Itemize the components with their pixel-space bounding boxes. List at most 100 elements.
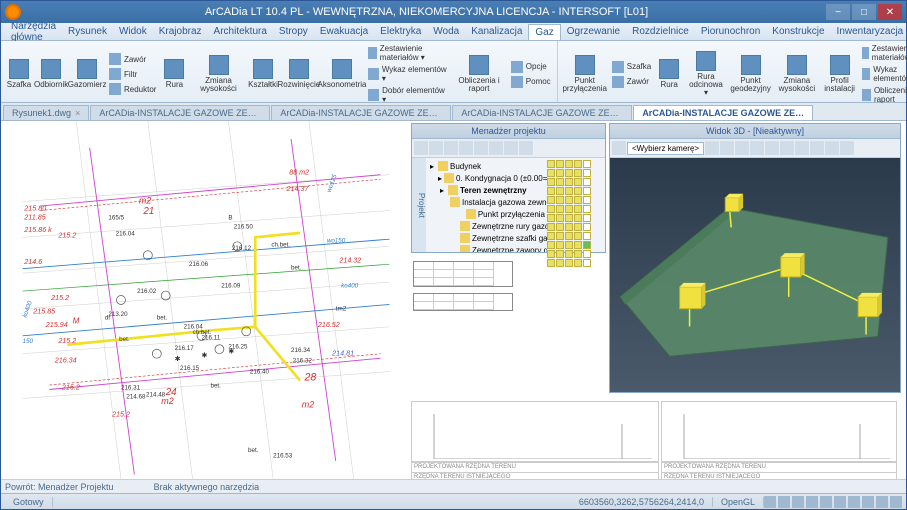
v3d-tool-icon[interactable] xyxy=(810,141,824,155)
ribbon-button[interactable]: Gazomierz xyxy=(69,57,105,91)
menu-item[interactable]: Inwentaryzacja xyxy=(831,24,907,39)
document-tab[interactable]: Rysunek1.dwg× xyxy=(3,105,89,120)
ribbon-button[interactable]: Aksonometria xyxy=(320,57,364,91)
visibility-toggle[interactable] xyxy=(574,241,582,249)
menu-item[interactable]: Rysunek xyxy=(62,24,113,39)
status-icon[interactable] xyxy=(764,496,776,508)
status-icon[interactable] xyxy=(876,496,888,508)
visibility-toggle[interactable] xyxy=(565,232,573,240)
menu-item[interactable]: Ogrzewanie xyxy=(561,24,626,39)
visibility-toggle[interactable] xyxy=(565,169,573,177)
tree-node[interactable]: ▸0. Kondygnacja 0 (±0.00=0.00) xyxy=(428,172,545,184)
status-icon[interactable] xyxy=(792,496,804,508)
visibility-toggle[interactable] xyxy=(565,178,573,186)
ribbon-button[interactable]: Rura xyxy=(655,57,683,91)
pm-tool-icon[interactable] xyxy=(429,141,443,155)
visibility-toggle[interactable] xyxy=(565,205,573,213)
v3d-tool-icon[interactable] xyxy=(720,141,734,155)
visibility-toggle[interactable] xyxy=(583,169,591,177)
status-icon[interactable] xyxy=(820,496,832,508)
ribbon-small-button[interactable]: Wykaz elementów ▾ xyxy=(366,64,450,84)
ribbon-button[interactable]: Rura odcinowa ▾ xyxy=(685,49,727,99)
ribbon-button[interactable]: Obliczenia i raport xyxy=(451,53,506,95)
tree-node[interactable]: ▸Budynek xyxy=(428,160,545,172)
visibility-toggle[interactable] xyxy=(565,160,573,168)
visibility-toggle[interactable] xyxy=(565,241,573,249)
visibility-toggle[interactable] xyxy=(565,223,573,231)
visibility-toggle[interactable] xyxy=(565,259,573,267)
visibility-toggle[interactable] xyxy=(556,232,564,240)
visibility-toggle[interactable] xyxy=(583,259,591,267)
v3d-tool-icon[interactable] xyxy=(765,141,779,155)
menu-item[interactable]: Ewakuacja xyxy=(314,24,374,39)
camera-select[interactable]: <Wybierz kamerę> xyxy=(627,142,704,155)
ribbon-small-button[interactable]: Reduktor xyxy=(107,82,158,96)
status-icon[interactable] xyxy=(862,496,874,508)
visibility-toggle[interactable] xyxy=(583,160,591,168)
visibility-toggle[interactable] xyxy=(556,223,564,231)
menu-item[interactable]: Woda xyxy=(427,24,465,39)
pm-tree[interactable]: ▸Budynek▸0. Kondygnacja 0 (±0.00=0.00)▸T… xyxy=(426,158,547,252)
visibility-toggle[interactable] xyxy=(583,223,591,231)
status-icon[interactable] xyxy=(806,496,818,508)
visibility-toggle[interactable] xyxy=(547,178,555,186)
status-icon[interactable] xyxy=(890,496,902,508)
close-button[interactable]: ✕ xyxy=(878,4,902,20)
visibility-toggle[interactable] xyxy=(565,250,573,258)
visibility-toggle[interactable] xyxy=(574,214,582,222)
document-tab[interactable]: ArCADia-INSTALACJE GAZOWE ZEWNĘTRZNE Prz… xyxy=(452,105,632,120)
visibility-toggle[interactable] xyxy=(574,223,582,231)
ribbon-small-button[interactable]: Szafka xyxy=(610,60,653,74)
visibility-toggle[interactable] xyxy=(574,250,582,258)
visibility-toggle[interactable] xyxy=(583,241,591,249)
menu-item[interactable]: Krajobraz xyxy=(153,24,208,39)
ribbon-button[interactable]: Punkt przyłączenia xyxy=(562,53,608,95)
menu-item[interactable]: Piorunochron xyxy=(695,24,766,39)
ribbon-button[interactable]: Zmiana wysokości xyxy=(190,53,246,95)
document-tab[interactable]: ArCADia-INSTALACJE GAZOWE ZEWNĘTRZNE Prz… xyxy=(90,105,270,120)
visibility-toggle[interactable] xyxy=(547,169,555,177)
v3d-tool-icon[interactable] xyxy=(705,141,719,155)
menu-item[interactable]: Konstrukcje xyxy=(766,24,830,39)
v3d-tool-icon[interactable] xyxy=(735,141,749,155)
status-icon[interactable] xyxy=(848,496,860,508)
visibility-toggle[interactable] xyxy=(556,196,564,204)
ribbon-button[interactable]: Kształtki xyxy=(249,57,278,91)
ribbon-small-button[interactable]: Obliczenia i raport xyxy=(860,85,907,105)
visibility-toggle[interactable] xyxy=(574,187,582,195)
maximize-button[interactable]: □ xyxy=(852,4,876,20)
visibility-toggle[interactable] xyxy=(547,250,555,258)
ribbon-button[interactable]: Szafka xyxy=(5,57,33,91)
ribbon-button[interactable]: Zmiana wysokości xyxy=(774,53,819,95)
minimize-button[interactable]: − xyxy=(826,4,850,20)
visibility-toggle[interactable] xyxy=(565,187,573,195)
visibility-toggle[interactable] xyxy=(547,223,555,231)
drawing-canvas[interactable]: ✱✱✱ 88 m2 215.80211.85 215.86 k215.2 214… xyxy=(1,121,411,479)
document-tab[interactable]: ArCADia-INSTALACJE GAZOWE ZEWNĘTRZNE Prz… xyxy=(271,105,451,120)
visibility-toggle[interactable] xyxy=(547,214,555,222)
pm-tool-icon[interactable] xyxy=(504,141,518,155)
pm-tool-icon[interactable] xyxy=(519,141,533,155)
pm-tool-icon[interactable] xyxy=(459,141,473,155)
ribbon-button[interactable]: Profil instalacji xyxy=(821,53,857,95)
visibility-toggle[interactable] xyxy=(556,187,564,195)
menu-item[interactable]: Elektryka xyxy=(374,24,427,39)
visibility-toggle[interactable] xyxy=(556,178,564,186)
visibility-toggle[interactable] xyxy=(556,160,564,168)
v3d-scene[interactable] xyxy=(610,158,900,392)
visibility-toggle[interactable] xyxy=(574,259,582,267)
ribbon-button[interactable]: Rozwinięcie xyxy=(279,57,318,91)
visibility-toggle[interactable] xyxy=(574,178,582,186)
visibility-toggle[interactable] xyxy=(574,160,582,168)
pm-side-tab[interactable]: Projekt xyxy=(412,158,426,252)
ribbon-small-button[interactable]: Opcje xyxy=(509,60,553,74)
ribbon-button[interactable]: Punkt geodezyjny xyxy=(729,53,773,95)
tree-node[interactable]: ▸Teren zewnętrzny xyxy=(428,184,545,196)
ribbon-small-button[interactable]: Pomoc xyxy=(509,75,553,89)
visibility-toggle[interactable] xyxy=(556,169,564,177)
menu-item[interactable]: Kanalizacja xyxy=(465,24,528,39)
ribbon-button[interactable]: Odbiornik xyxy=(35,57,67,91)
visibility-toggle[interactable] xyxy=(556,250,564,258)
visibility-toggle[interactable] xyxy=(556,214,564,222)
v3d-tool-icon[interactable] xyxy=(750,141,764,155)
